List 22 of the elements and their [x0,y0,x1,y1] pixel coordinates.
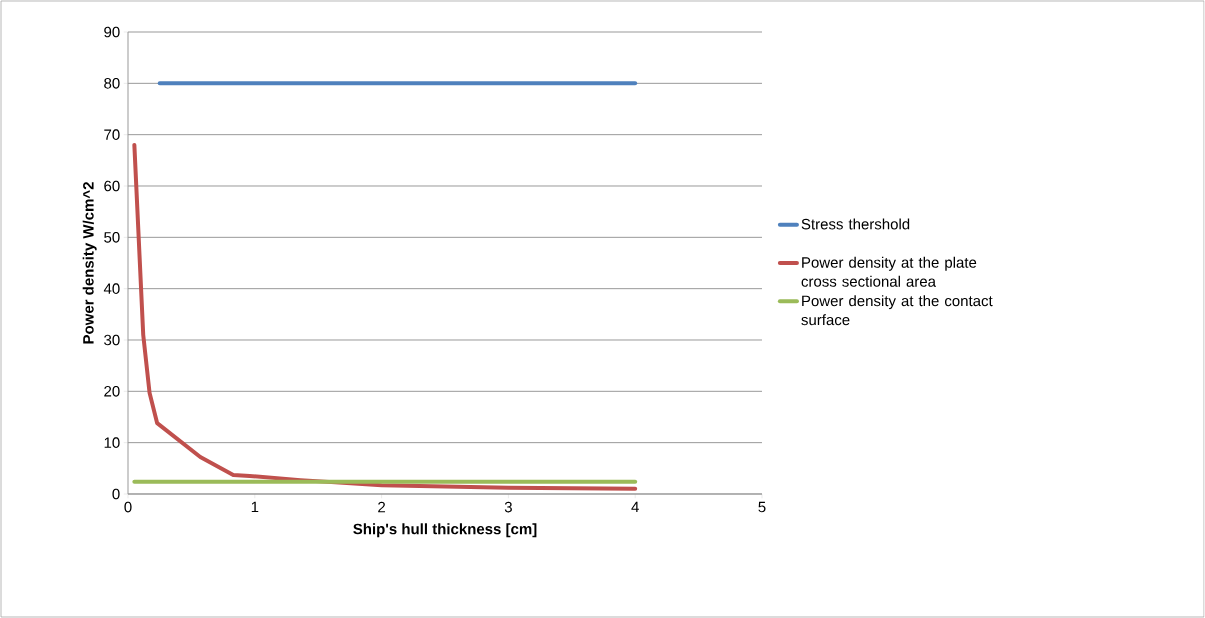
y-tick-label: 60 [104,180,120,192]
y-tick-label: 20 [104,386,120,397]
x-axis-title: Ship's hull thickness [cm] [353,523,537,538]
y-tick-label: 80 [104,78,120,89]
y-tick-label: 90 [104,26,120,38]
y-tick-label: 0 [112,488,120,500]
legend-label: Stress thershold [801,218,910,230]
y-tick-label: 50 [104,232,120,243]
y-tick-label: 30 [104,334,120,346]
x-tick-label: 5 [758,501,766,513]
y-tick-label: 10 [104,437,120,448]
legend-label: Power density at the plate cross sectional area [801,256,977,287]
x-tick-label: 1 [251,501,259,513]
legend-label: Power density at the contact surface [801,295,993,326]
line-series [132,142,638,491]
y-tick-label: 40 [103,283,120,294]
y-axis-title: Power density W/cm^2 [82,182,97,344]
x-tick-label: 2 [378,501,386,513]
y-tick-label: 70 [104,129,120,140]
x-tick-label: 3 [504,501,512,513]
x-tick-label: 4 [631,501,639,513]
x-tick-label: 0 [124,501,132,513]
